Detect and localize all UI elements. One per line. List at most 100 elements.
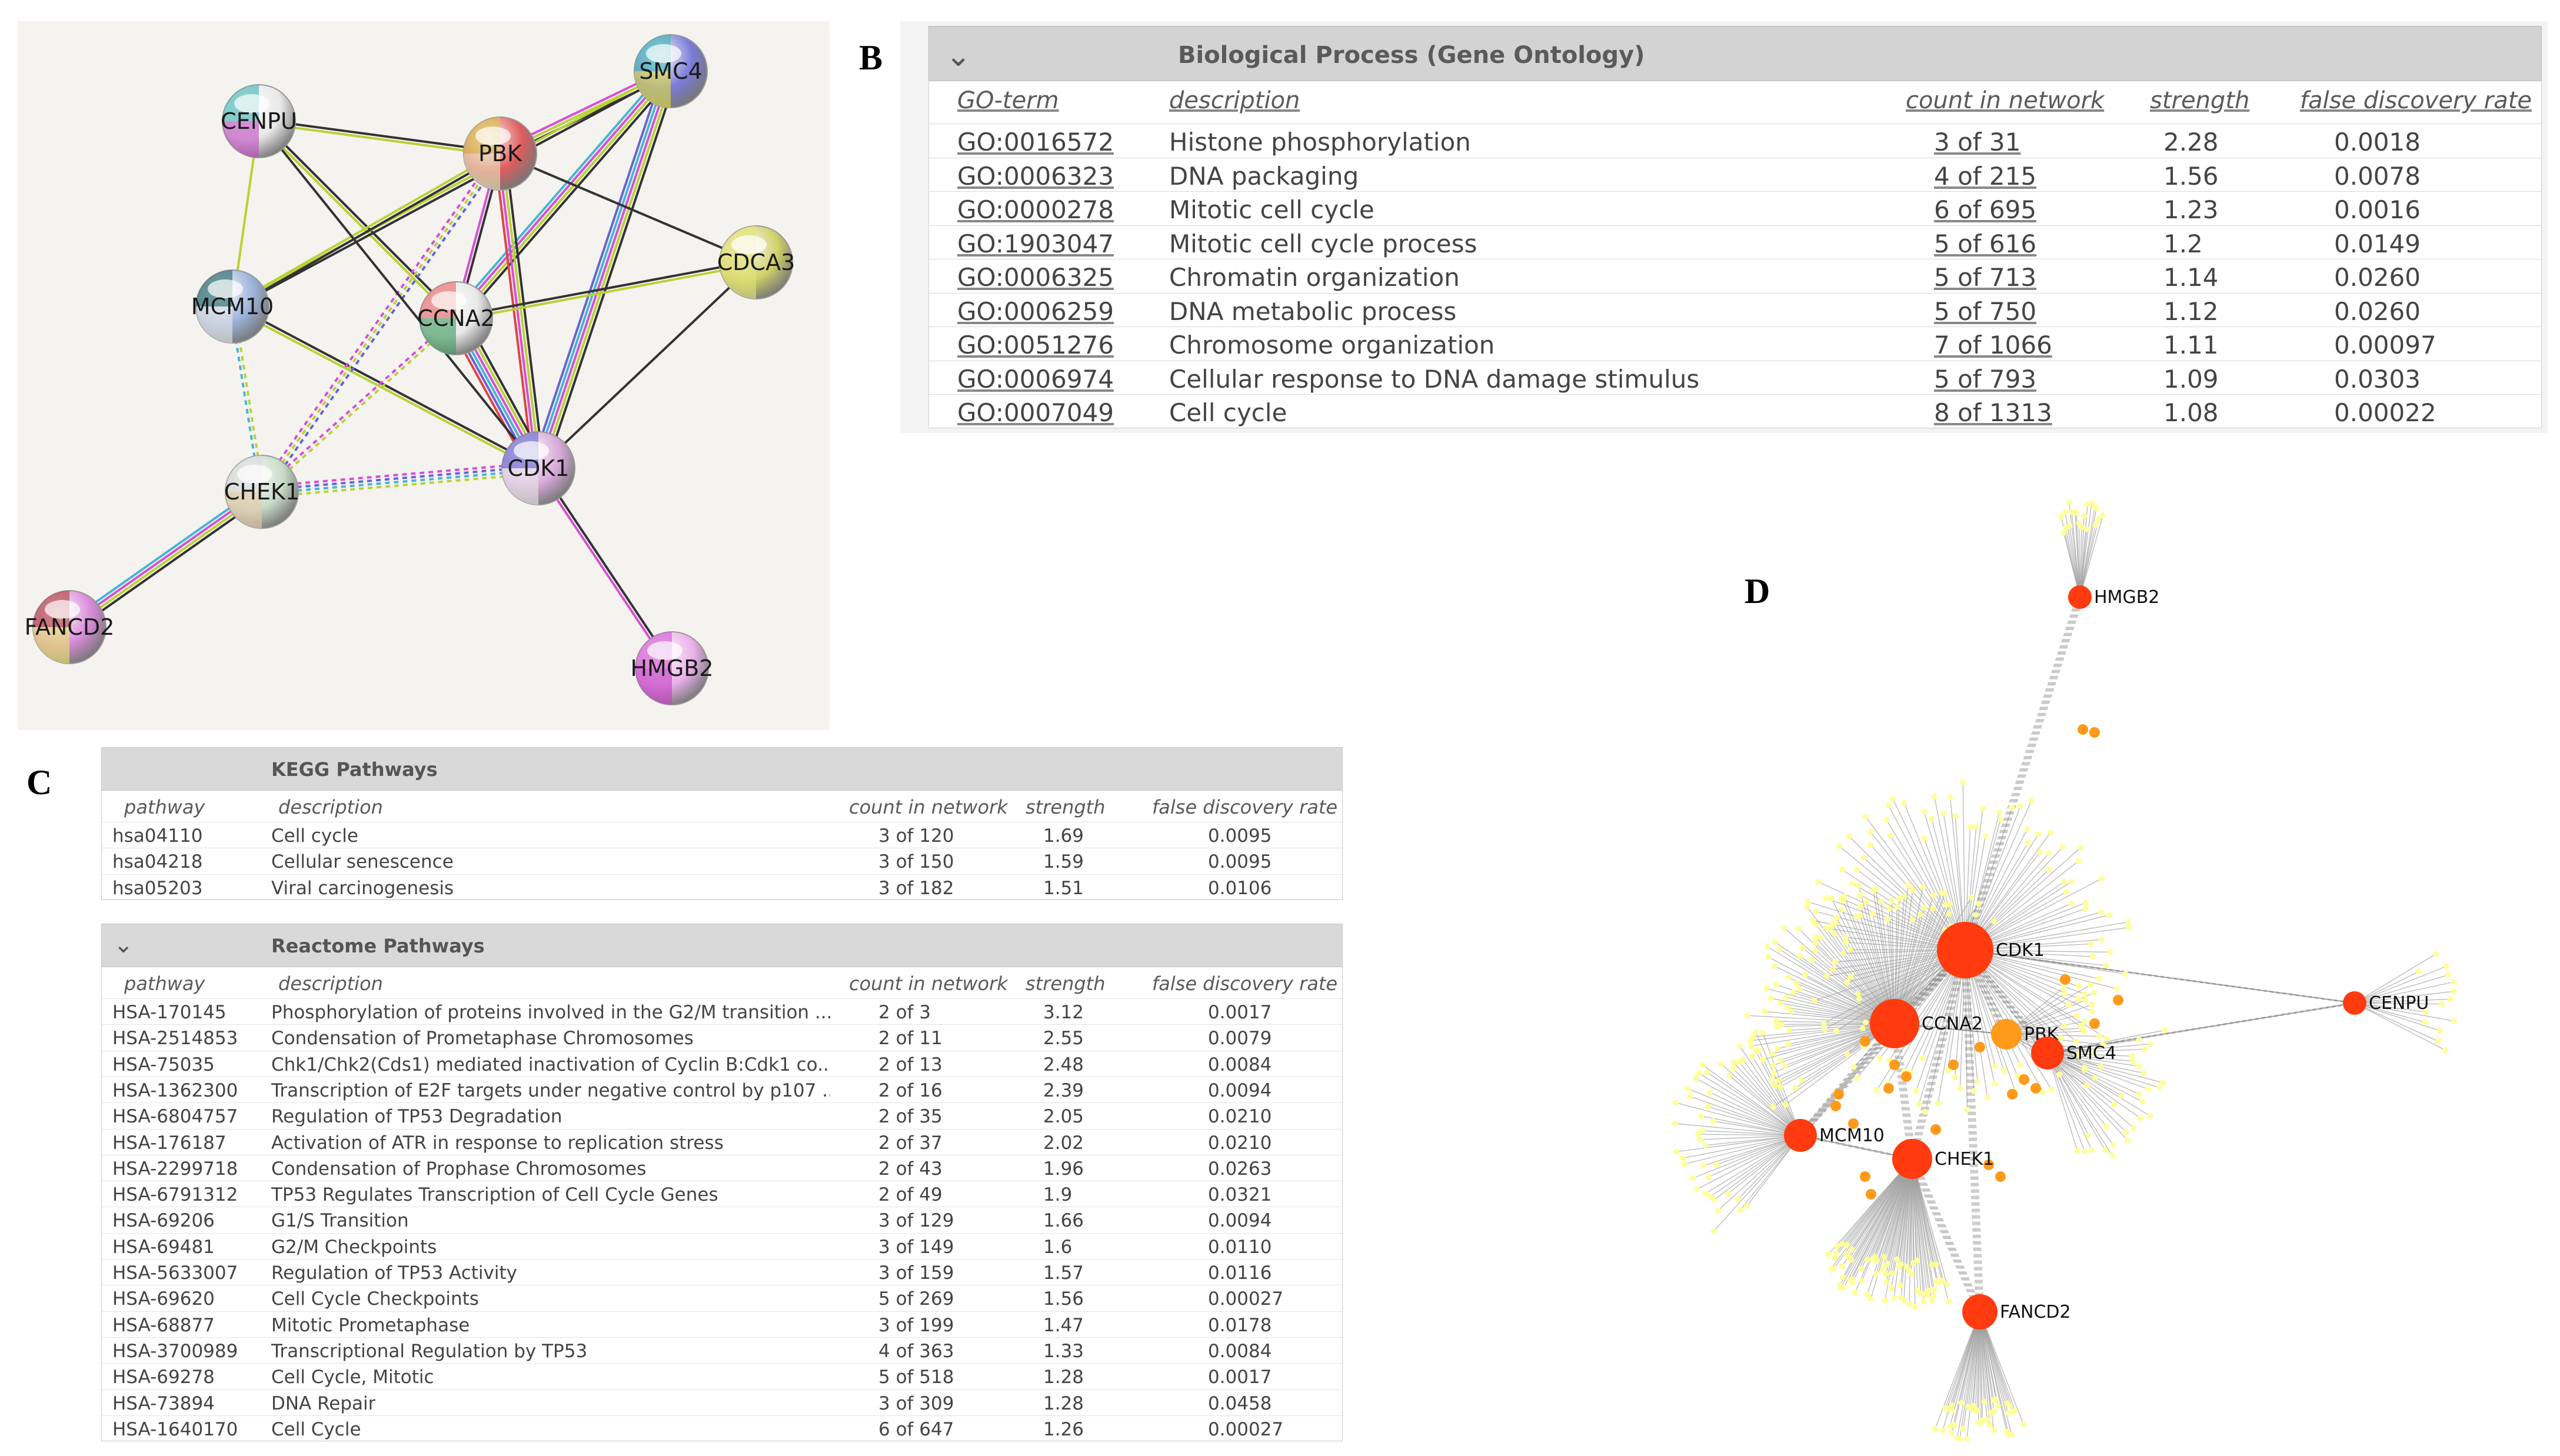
go-cell-term[interactable]: GO:0051276 [957,331,1114,359]
go-cell-count[interactable]: 5 of 793 [1934,364,2037,394]
protein-node[interactable]: HMGB2 [630,631,714,705]
hub-node[interactable]: CENPU [2343,991,2429,1015]
reactome-table-row[interactable]: HSA-69620 Cell Cycle Checkpoints 5 of 269 1… [102,1285,1342,1311]
reactome-table-row[interactable]: HSA-2299718 Condensation of Prophase Chro… [102,1154,1342,1181]
go-cell-count[interactable]: 8 of 1313 [1934,398,2052,427]
leaf-node [2061,878,2068,885]
reactome-table-row[interactable]: HSA-2514853 Condensation of Prometaphase … [102,1024,1342,1051]
protein-node-label: CHEK1 [224,479,299,505]
go-cell-term[interactable]: GO:0007049 [957,398,1114,427]
hub-node[interactable]: CDK1 [1937,922,2045,978]
go-col-description[interactable]: description [1169,87,1300,114]
protein-node[interactable]: CENPU [221,84,297,158]
hub-node[interactable]: SMC4 [2031,1037,2116,1069]
go-cell-term[interactable]: GO:0000278 [957,195,1114,224]
protein-node[interactable]: CCNA2 [417,281,495,355]
collapse-chevron-icon[interactable]: ⌄ [114,931,134,958]
go-cell-term[interactable]: GO:0016572 [957,128,1114,156]
kegg-col-count[interactable]: count in network [849,796,1008,818]
reactome-table-header[interactable]: ⌄ Reactome Pathways [102,924,1342,967]
go-cell-count[interactable]: 4 of 215 [1934,161,2037,191]
kegg-table-row[interactable]: hsa05203 Viral carcinogenesis 3 of 182 1.51… [102,874,1342,901]
reactome-table-row[interactable]: HSA-69278 Cell Cycle, Mitotic 5 of 518 1.28… [102,1363,1342,1390]
protein-node[interactable]: MCM10 [191,269,274,344]
leaf-node [1990,1427,1997,1434]
reactome-col-pathway[interactable]: pathway [124,972,205,995]
go-table-row[interactable]: GO:0007049 Cell cycle 8 of 1313 1.08 0.00022 [929,394,2541,428]
go-col-strength[interactable]: strength [2150,87,2250,114]
leaf-node [2107,949,2113,955]
collapse-chevron-icon[interactable]: ⌄ [946,38,971,74]
reactome-table-row[interactable]: HSA-73894 DNA Repair 3 of 309 1.28 0.0458 [102,1389,1342,1416]
reactome-col-description[interactable]: description [278,972,383,995]
kegg-col-fdr[interactable]: false discovery rate [1152,796,1338,818]
kegg-table-row[interactable]: hsa04110 Cell cycle 3 of 120 1.69 0.0095 [102,822,1342,848]
reactome-table-row[interactable]: HSA-75035 Chk1/Chk2(Cds1) mediated inacti… [102,1050,1342,1077]
leaf-node [1833,1250,1839,1257]
hub-node[interactable]: CCNA2 [1870,999,1983,1048]
leaf-node [1850,1064,1857,1070]
reactome-table-row[interactable]: HSA-69481 G2/M Checkpoints 3 of 149 1.6 0.01… [102,1232,1342,1260]
reactome-table-row[interactable]: HSA-68877 Mitotic Prometaphase 3 of 199 1.4… [102,1311,1342,1338]
reactome-table-row[interactable]: HSA-170145 Phosphorylation of proteins in… [102,998,1342,1025]
go-cell-count[interactable]: 7 of 1066 [1934,331,2052,359]
leaf-node [1812,947,1819,953]
leaf-node [2066,1002,2072,1008]
go-cell-term[interactable]: GO:1903047 [957,229,1114,258]
interaction-edge [530,68,665,467]
go-cell-count[interactable]: 5 of 750 [1934,296,2037,326]
go-cell-count[interactable]: 5 of 616 [1934,229,2037,258]
go-cell-count[interactable]: 6 of 695 [1934,195,2037,224]
reactome-col-strength[interactable]: strength [1026,972,1106,995]
go-col-fdr[interactable]: false discovery rate [2300,87,2532,114]
reactome-col-count[interactable]: count in network [849,972,1008,995]
go-cell-term[interactable]: GO:0006259 [957,296,1114,326]
reactome-col-fdr[interactable]: false discovery rate [1152,972,1338,995]
reactome-cell-strength: 1.6 [1043,1236,1073,1258]
go-table-row[interactable]: GO:0006259 DNA metabolic process 5 of 750 1… [929,292,2541,327]
go-table-row[interactable]: GO:0006323 DNA packaging 4 of 215 1.56 0.007… [929,157,2541,192]
go-table-row[interactable]: GO:0016572 Histone phosphorylation 3 of 31… [929,124,2541,158]
kegg-col-description[interactable]: description [278,796,383,818]
protein-node[interactable]: CDK1 [501,431,575,505]
reactome-table-row[interactable]: HSA-176187 Activation of ATR in response … [102,1128,1342,1155]
go-table-header[interactable]: ⌄ Biological Process (Gene Ontology) [928,26,2542,81]
reactome-table-row[interactable]: HSA-3700989 Transcriptional Regulation by… [102,1337,1342,1364]
go-col-count[interactable]: count in network [1906,87,2105,114]
go-table-row[interactable]: GO:0000278 Mitotic cell cycle 6 of 695 1.23… [929,191,2541,225]
reactome-table-row[interactable]: HSA-1362300 Transcription of E2F targets … [102,1076,1342,1103]
protein-node[interactable]: SMC4 [634,34,708,108]
go-table-row[interactable]: GO:1903047 Mitotic cell cycle process 5 of… [929,225,2541,259]
protein-node[interactable]: PBK [463,116,537,191]
hub-node[interactable]: MCM10 [1784,1119,1885,1152]
go-table-row[interactable]: GO:0006325 Chromatin organization 5 of 713… [929,259,2541,293]
go-biological-process-panel: ⌄ Biological Process (Gene Ontology) GO-… [900,21,2548,433]
protein-node[interactable]: CDCA3 [717,225,795,299]
hub-node[interactable]: HMGB2 [2068,585,2159,609]
leaf-node [1679,1155,1686,1161]
kegg-table-header[interactable]: KEGG Pathways [102,748,1342,791]
reactome-cell-strength: 1.66 [1043,1210,1084,1232]
reactome-table-row[interactable]: HSA-6804757 Regulation of TP53 Degradatio… [102,1102,1342,1129]
reactome-table-row[interactable]: HSA-6791312 TP53 Regulates Transcription … [102,1181,1342,1207]
kegg-table-row[interactable]: hsa04218 Cellular senescence 3 of 150 1.59 0… [102,848,1342,874]
go-cell-term[interactable]: GO:0006974 [957,364,1114,394]
reactome-table-row[interactable]: HSA-5633007 Regulation of TP53 Activity 3 … [102,1259,1342,1285]
protein-node[interactable]: CHEK1 [224,455,299,529]
go-cell-count[interactable]: 5 of 713 [1934,263,2037,292]
kegg-col-strength[interactable]: strength [1026,796,1106,818]
reactome-table-row[interactable]: HSA-1640170 Cell Cycle 6 of 647 1.26 0.00027 [102,1415,1342,1442]
go-cell-count[interactable]: 3 of 31 [1934,128,2021,156]
leaf-node [1847,974,1854,980]
go-cell-term[interactable]: GO:0006325 [957,263,1114,292]
kegg-col-pathway[interactable]: pathway [124,796,205,818]
hub-node[interactable]: CHEK1 [1892,1139,1994,1179]
go-cell-term[interactable]: GO:0006323 [957,161,1114,191]
go-col-term[interactable]: GO-term [957,87,1059,114]
hub-node[interactable]: FANCD2 [1962,1294,2071,1330]
reactome-table-row[interactable]: HSA-69206 G1/S Transition 3 of 129 1.66 0.00… [102,1207,1342,1233]
protein-node[interactable]: FANCD2 [25,590,115,664]
go-table-row[interactable]: GO:0051276 Chromosome organization 7 of 10… [929,326,2541,361]
kegg-cell-strength: 1.59 [1043,851,1084,873]
go-table-row[interactable]: GO:0006974 Cellular response to DNA damag… [929,360,2541,395]
